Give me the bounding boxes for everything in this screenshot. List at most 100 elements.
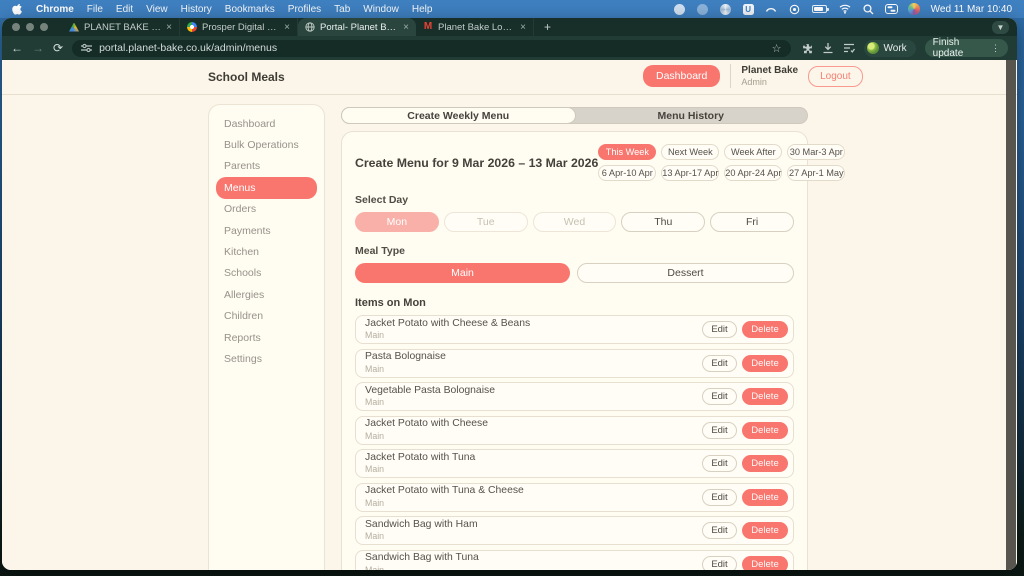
delete-button[interactable]: Delete [742,388,788,405]
camera-arc-icon[interactable] [765,3,778,16]
reading-list-icon[interactable] [843,43,855,53]
tab-close-icon[interactable]: × [166,21,172,33]
delete-button[interactable]: Delete [742,488,788,506]
tab-menu-history[interactable]: Menu History [657,109,724,122]
menubar-item-history[interactable]: History [180,3,212,15]
menubar-app-name[interactable]: Chrome [36,3,74,15]
wifi-icon[interactable] [839,3,852,16]
tab-search-chevron-icon[interactable]: ▼ [992,20,1009,34]
search-icon[interactable] [862,3,875,16]
sidebar-item-bulk-operations[interactable]: Bulk Operations [224,139,299,152]
tab-close-icon[interactable]: × [520,21,526,33]
back-icon[interactable]: ← [11,41,23,55]
week-button-13-apr-17-apr[interactable]: 13 Apr-17 Apr [661,165,720,181]
sidebar-item-orders[interactable]: Orders [224,203,257,216]
day-button-wed[interactable]: Wed [532,212,617,232]
sidebar-item-allergies[interactable]: Allergies [224,288,265,301]
reload-icon[interactable]: ⟳ [53,41,64,55]
close-window-button[interactable] [12,23,20,31]
forward-icon[interactable]: → [32,41,44,55]
profile-chip[interactable]: Work [863,39,916,57]
menubar-clock[interactable]: Wed 11 Mar 10:40 [930,3,1012,15]
week-button-this-week[interactable]: This Week [598,144,657,160]
browser-menu-icon[interactable]: ⋮ [991,42,1000,53]
edit-button[interactable]: Edit [702,522,737,539]
ublock-icon[interactable]: U [742,3,755,16]
week-button-27-apr-1-may[interactable]: 27 Apr-1 May [787,165,846,181]
apple-menu-icon[interactable] [12,3,23,15]
address-bar[interactable]: portal.planet-bake.co.uk/admin/menus ☆ [72,39,791,57]
edit-button[interactable]: Edit [702,421,737,439]
sidebar-item-schools[interactable]: Schools [224,267,262,280]
edit-button[interactable]: Edit [702,388,737,405]
menubar-item-help[interactable]: Help [411,3,433,15]
sidebar-item-dashboard[interactable]: Dashboard [224,117,276,130]
dashboard-button[interactable]: Dashboard [643,65,721,87]
week-button-20-apr-24-apr[interactable]: 20 Apr-24 Apr [724,165,783,181]
edit-button[interactable]: Edit [702,354,737,372]
menu-item-actions: Edit Delete [702,555,788,570]
sidebar-item-parents[interactable]: Parents [224,160,261,173]
finish-update-button[interactable]: Finish update ⋮ [924,37,1008,59]
delete-button[interactable]: Delete [742,455,788,472]
browser-tab-1[interactable]: PLANET BAKE - PROSPER DI × [62,18,180,36]
delete-button[interactable]: Delete [742,555,788,570]
menubar-item-view[interactable]: View [146,3,168,15]
extensions-puzzle-icon[interactable] [802,43,813,54]
menubar-item-profiles[interactable]: Profiles [287,3,322,15]
logout-button[interactable]: Logout [808,65,863,87]
week-button-next-week[interactable]: Next Week [661,144,720,160]
browser-tab-3[interactable]: Portal- Planet Bake × [298,18,416,36]
browser-tab-4[interactable]: M Planet Bake Log In - Admin - × [416,18,534,36]
week-button-week-after[interactable]: Week After [724,144,783,160]
zoom-window-button[interactable] [40,23,48,31]
day-button-tue[interactable]: Tue [443,212,528,232]
edit-button[interactable]: Edit [702,455,737,472]
tab-close-icon[interactable]: × [284,21,290,33]
sidebar-item-kitchen[interactable]: Kitchen [224,246,260,259]
browser-tab-2[interactable]: Prosper Digital - Google Sear × [180,18,298,36]
new-tab-button[interactable]: + [544,20,552,34]
sidebar-item-settings[interactable]: Settings [224,352,262,365]
tab-close-icon[interactable]: × [403,21,409,33]
menubar-item-window[interactable]: Window [363,3,399,15]
day-button-mon[interactable]: Mon [355,212,439,232]
edit-button[interactable]: Edit [702,555,737,570]
app-swirl-icon[interactable] [719,3,732,16]
sidebar-item-menus[interactable]: Menus [216,177,317,199]
menu-item-text: Vegetable Pasta Bolognaise Main [365,385,495,408]
user-switcher-icon[interactable] [908,3,921,16]
delete-button[interactable]: Delete [742,522,788,539]
day-button-thu[interactable]: Thu [621,212,706,232]
edit-button[interactable]: Edit [702,488,737,506]
sidebar-item-reports[interactable]: Reports [224,331,261,344]
edit-button[interactable]: Edit [702,321,737,338]
menu-item-actions: Edit Delete [702,421,788,439]
url-text[interactable]: portal.planet-bake.co.uk/admin/menus [99,42,278,54]
meal-type-button-main[interactable]: Main [355,263,570,283]
site-settings-icon[interactable] [81,43,93,53]
page-scrollbar[interactable] [1006,60,1016,570]
menubar-item-file[interactable]: File [86,3,103,15]
delete-button[interactable]: Delete [742,354,788,372]
menubar-item-edit[interactable]: Edit [115,3,134,15]
record-icon[interactable] [788,3,801,16]
download-icon[interactable] [822,42,834,54]
menubar-item-bookmarks[interactable]: Bookmarks [224,3,275,15]
menu-item-row: Sandwich Bag with Ham Main Edit Delete [355,516,794,545]
week-button-6-apr-10-apr[interactable]: 6 Apr-10 Apr [598,165,657,181]
control-center-icon[interactable] [884,3,898,16]
bookmark-star-icon[interactable]: ☆ [771,42,782,55]
minimize-window-button[interactable] [26,23,34,31]
sidebar-item-children[interactable]: Children [224,310,264,323]
delete-button[interactable]: Delete [742,321,788,338]
delete-button[interactable]: Delete [742,421,788,439]
app-circle-dim-icon[interactable] [696,3,709,16]
sidebar-item-payments[interactable]: Payments [224,224,271,237]
meal-type-button-dessert[interactable]: Dessert [577,263,794,283]
app-circle-icon[interactable] [673,3,686,16]
week-button-30-mar-3-apr[interactable]: 30 Mar-3 Apr [787,144,846,160]
menubar-item-tab[interactable]: Tab [334,3,351,15]
tab-create-weekly-menu[interactable]: Create Weekly Menu [341,107,576,124]
day-button-fri[interactable]: Fri [710,212,794,232]
